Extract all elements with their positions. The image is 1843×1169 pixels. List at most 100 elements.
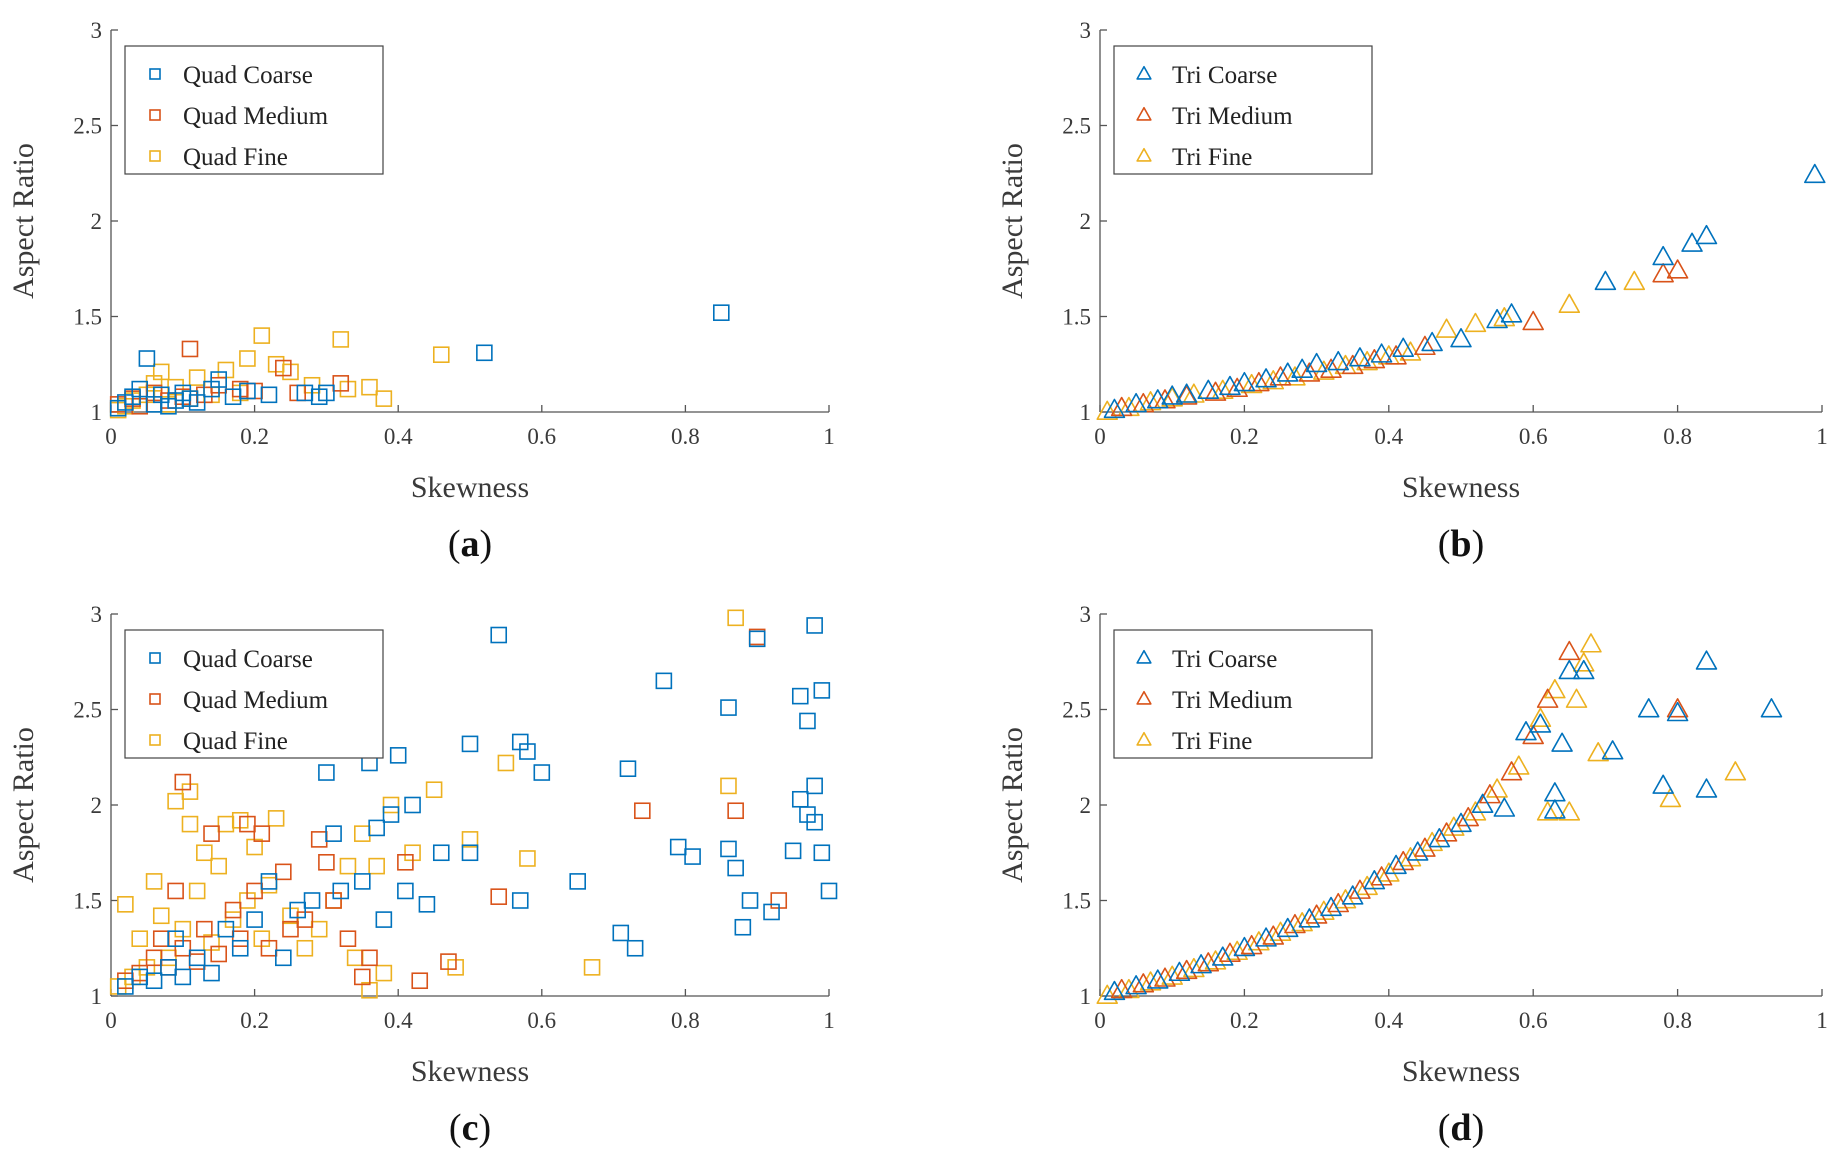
y-axis-label: Aspect Ratio <box>7 143 40 299</box>
x-axis-label: Skewness <box>411 1055 529 1088</box>
data-point <box>1486 308 1508 329</box>
legend-label: Tri Coarse <box>1172 62 1277 89</box>
data-point <box>1320 358 1342 378</box>
data-point <box>1269 366 1292 386</box>
data-point <box>1580 633 1602 653</box>
y-tick-label: 2.5 <box>73 698 102 723</box>
data-point <box>1096 984 1118 1004</box>
panel-caption: (c) <box>449 1107 491 1149</box>
data-point <box>332 331 350 348</box>
data-point <box>1125 392 1147 413</box>
data-point <box>497 754 515 772</box>
panel-caption: (d) <box>1438 1107 1484 1149</box>
data-point <box>411 972 429 990</box>
data-point <box>784 842 802 860</box>
series-tri-coarse <box>1103 163 1826 419</box>
data-point <box>734 918 752 936</box>
data-point <box>1226 940 1248 961</box>
data-point <box>533 764 551 781</box>
data-point <box>253 327 271 344</box>
data-point <box>820 882 838 900</box>
data-point <box>217 920 235 938</box>
data-point <box>1724 761 1747 781</box>
legend-label: Tri Coarse <box>1172 646 1277 673</box>
data-point <box>1587 742 1609 762</box>
legend-marker <box>1136 106 1152 121</box>
legend-box <box>1113 629 1373 759</box>
data-point <box>1435 318 1458 338</box>
data-point <box>203 825 220 842</box>
data-point <box>260 876 278 894</box>
data-point <box>1284 366 1306 386</box>
data-point <box>1471 793 1494 813</box>
panel-caption: (a) <box>448 523 492 565</box>
data-point <box>167 792 184 810</box>
legend-label: Tri Fine <box>1172 144 1252 171</box>
data-point <box>741 892 759 909</box>
data-point <box>318 764 335 781</box>
data-point <box>1211 946 1234 966</box>
data-point <box>720 777 737 795</box>
data-point <box>461 735 479 753</box>
data-point <box>375 964 393 982</box>
x-tick-label: 0.6 <box>527 424 556 449</box>
series-quad-coarse <box>117 617 838 995</box>
data-point <box>188 949 206 967</box>
data-point <box>231 939 249 957</box>
data-point <box>318 384 335 402</box>
data-point <box>1551 732 1573 752</box>
data-point <box>188 394 206 411</box>
data-point <box>1558 293 1581 314</box>
data-point <box>1544 678 1566 699</box>
data-point <box>1637 698 1660 718</box>
legend-marker <box>1136 649 1152 664</box>
data-point <box>1493 307 1516 327</box>
y-tick-label: 1.5 <box>73 889 102 914</box>
data-point <box>152 363 170 381</box>
data-point <box>1544 782 1566 802</box>
data-point <box>1146 389 1169 409</box>
data-point <box>181 340 199 358</box>
data-point <box>181 815 199 833</box>
data-point <box>806 777 823 795</box>
data-point <box>253 825 271 842</box>
data-point <box>1565 688 1588 708</box>
data-point <box>260 939 278 957</box>
data-point <box>806 813 823 831</box>
x-tick-label: 0.8 <box>671 424 700 449</box>
data-point <box>1240 373 1263 394</box>
legend-marker <box>149 652 161 664</box>
data-point <box>210 945 227 963</box>
series-tri-coarse <box>1103 650 1783 1001</box>
y-tick-label: 2 <box>1080 209 1092 234</box>
data-point <box>1103 398 1126 419</box>
x-tick-label: 0.8 <box>671 1008 700 1033</box>
data-point <box>275 949 292 967</box>
data-point <box>289 901 306 919</box>
x-axis-label: Skewness <box>411 471 529 504</box>
data-point <box>1197 952 1220 972</box>
data-point <box>1233 936 1256 957</box>
data-point <box>361 378 378 396</box>
data-point <box>397 853 414 871</box>
data-point <box>282 920 299 938</box>
data-point <box>511 892 529 909</box>
x-axis-label: Skewness <box>1402 1055 1520 1088</box>
legend-marker <box>149 150 161 162</box>
data-point <box>1175 383 1198 403</box>
legend-label: Quad Coarse <box>183 646 313 673</box>
data-point <box>246 882 263 900</box>
data-point <box>1666 259 1689 279</box>
data-point <box>1572 659 1595 680</box>
y-axis-label: Aspect Ratio <box>996 143 1029 299</box>
data-point <box>1666 701 1689 722</box>
data-point <box>1681 232 1703 252</box>
data-point <box>1139 971 1162 991</box>
data-point <box>1536 688 1559 708</box>
data-point <box>1652 245 1674 266</box>
data-point <box>1558 640 1581 661</box>
data-point <box>1385 345 1407 365</box>
data-point <box>382 806 400 823</box>
data-point <box>138 350 156 367</box>
